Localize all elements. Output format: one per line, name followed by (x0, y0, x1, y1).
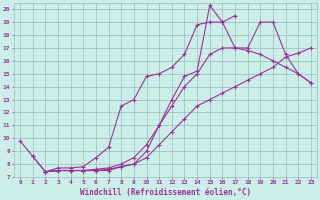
X-axis label: Windchill (Refroidissement éolien,°C): Windchill (Refroidissement éolien,°C) (80, 188, 251, 197)
